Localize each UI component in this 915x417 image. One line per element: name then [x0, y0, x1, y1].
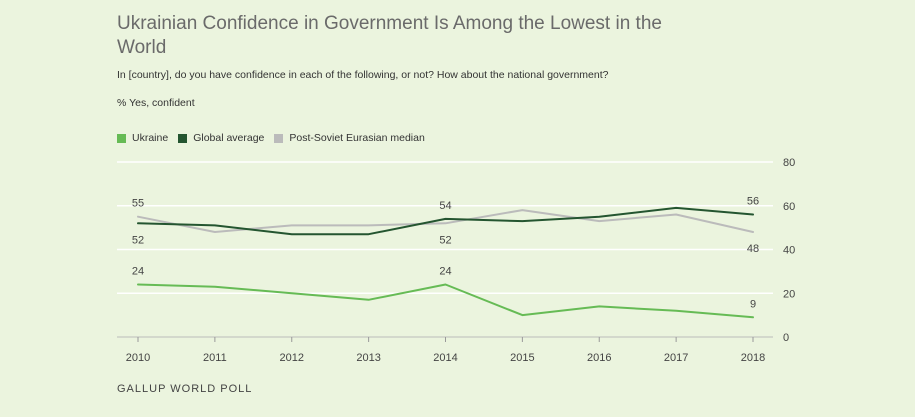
source-note: GALLUP WORLD POLL	[117, 383, 253, 395]
legend: Ukraine Global average Post-Soviet Euras…	[117, 132, 435, 144]
x-tick-label: 2013	[356, 352, 380, 364]
legend-label-ukraine: Ukraine	[132, 132, 169, 144]
series-line-ukraine	[137, 283, 754, 319]
y-tick-label: 80	[783, 157, 795, 169]
x-tick-label: 2010	[126, 352, 150, 364]
chart-subtitle: In [country], do you have confidence in …	[117, 69, 609, 81]
data-label: 48	[747, 243, 759, 255]
chart-title: Ukrainian Confidence in Government Is Am…	[117, 13, 662, 58]
data-label: 24	[439, 266, 451, 278]
data-label: 56	[747, 196, 759, 208]
legend-swatch-post-soviet-median	[274, 133, 284, 143]
y-tick-label: 0	[783, 332, 789, 344]
legend-swatch-global-average	[178, 133, 188, 143]
legend-item-global-average: Global average	[178, 132, 264, 144]
x-tick-label: 2012	[280, 352, 304, 364]
legend-item-ukraine: Ukraine	[117, 132, 168, 144]
x-tick-label: 2011	[203, 352, 227, 364]
x-tick-label: 2015	[510, 352, 534, 364]
y-tick-label: 40	[783, 245, 795, 257]
measure-label: % Yes, confident	[117, 97, 195, 109]
series-line-post-soviet-eurasian-median	[137, 209, 754, 233]
legend-label-global-average: Global average	[193, 132, 265, 144]
data-label: 9	[750, 298, 756, 310]
data-label: 52	[439, 234, 451, 246]
series-line-global-average	[137, 206, 754, 236]
legend-item-post-soviet-median: Post-Soviet Eurasian median	[274, 132, 425, 144]
x-tick-label: 2014	[433, 352, 457, 364]
data-label: 55	[132, 198, 144, 210]
legend-label-post-soviet-median: Post-Soviet Eurasian median	[289, 132, 425, 144]
x-tick-label: 2018	[741, 352, 765, 364]
x-tick-label: 2017	[664, 352, 688, 364]
y-tick-label: 60	[783, 201, 795, 213]
data-label: 52	[132, 234, 144, 246]
x-tick-label: 2016	[587, 352, 611, 364]
data-label: 24	[132, 266, 144, 278]
legend-swatch-ukraine	[117, 133, 126, 143]
data-label: 54	[439, 200, 451, 212]
y-tick-label: 20	[783, 288, 795, 300]
